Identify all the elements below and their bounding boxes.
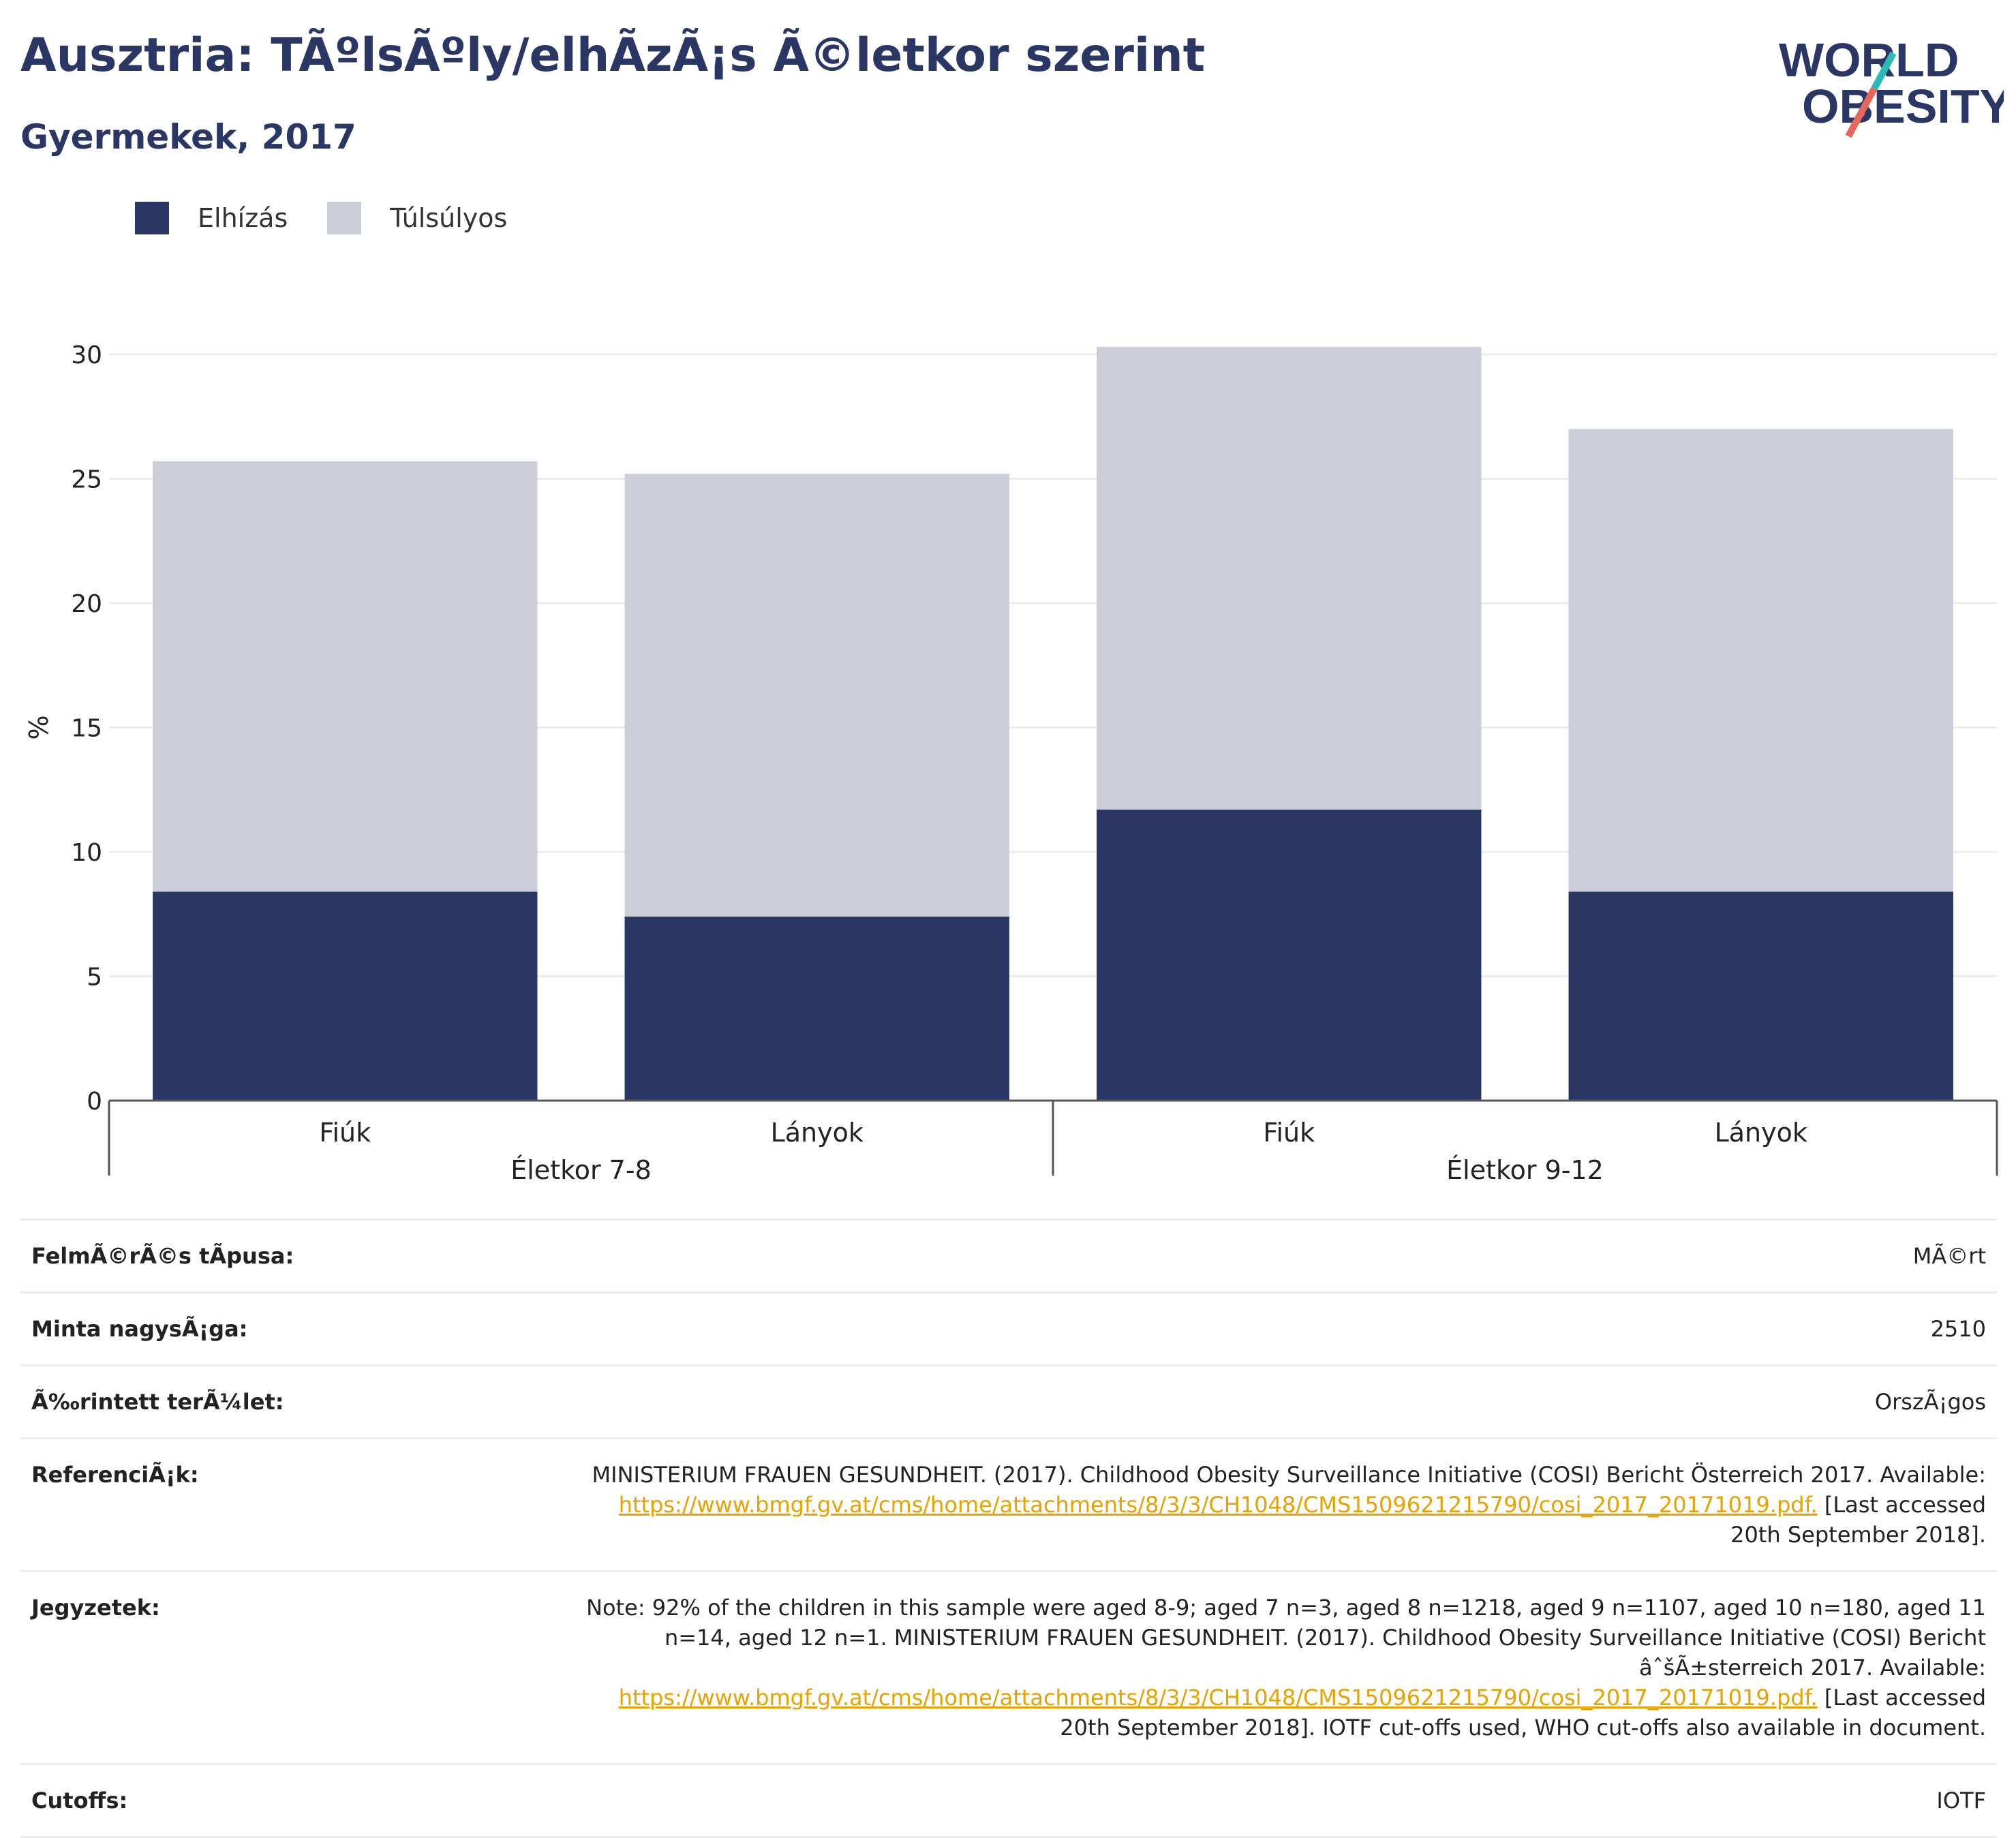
notes-text: Note: 92% of the children in this sample… [586, 1595, 1986, 1681]
stacked-bar-chart: 0 5 10 15 20 25 30% Fiúk Lányok Fiúk Lányok Életkor… [24, 341, 1998, 1185]
legend-swatch-obesity [135, 202, 169, 234]
logo-line1: WORLD [1779, 33, 1959, 87]
y-tick-label: 25 [71, 466, 102, 494]
info-value: IOTF [1936, 1788, 1986, 1813]
page-title: Ausztria: TÃºlsÃºly/elhÃzÃ¡s Ã©letkor sz… [20, 29, 1206, 82]
info-value: 2510 [1930, 1316, 1986, 1342]
notes-link[interactable]: https://www.bmgf.gv.at/cms/home/attachme… [618, 1685, 1818, 1711]
info-value: Note: 92% of the children in this sample… [568, 1593, 1986, 1743]
info-row-notes: Jegyzetek: Note: 92% of the children in … [20, 1572, 1997, 1765]
reference-tail: [Last accessed 20th September 2018]. [1730, 1492, 1986, 1548]
info-key: Minta nagysÃ¡ga: [31, 1316, 248, 1342]
x-category-label: Lányok [771, 1118, 864, 1148]
legend-label-overweight: Túlsúlyos [390, 203, 508, 233]
reference-text: MINISTERIUM FRAUEN GESUNDHEIT. (2017). C… [592, 1462, 1986, 1488]
info-row-survey-type: FelmÃ©rÃ©s tÃpusa: MÃ©rt [20, 1221, 1997, 1293]
info-key: Cutoffs: [31, 1788, 128, 1813]
info-value: MINISTERIUM FRAUEN GESUNDHEIT. (2017). C… [568, 1460, 1986, 1550]
x-category-label: Lányok [1715, 1118, 1807, 1148]
x-category-label: Fiúk [1263, 1118, 1315, 1148]
info-key: ReferenciÃ¡k: [31, 1462, 199, 1488]
bar-obesity [1568, 891, 1953, 1101]
logo-slash-red [1845, 87, 1878, 138]
logo-slash-teal [1871, 51, 1897, 91]
bar-overweight [153, 461, 538, 892]
info-row-sample-size: Minta nagysÃ¡ga: 2510 [20, 1293, 1997, 1366]
y-tick-label: 15 [71, 715, 102, 743]
bar-obesity [1097, 809, 1482, 1101]
x-group-label: Életkor 7-8 [510, 1155, 652, 1185]
x-group-label: Életkor 9-12 [1446, 1155, 1604, 1185]
bar-overweight [624, 474, 1009, 917]
info-row-references: ReferenciÃ¡k: MINISTERIUM FRAUEN GESUNDH… [20, 1439, 1997, 1572]
info-value: MÃ©rt [1912, 1243, 1986, 1269]
info-row-cutoffs: Cutoffs: IOTF [20, 1765, 1997, 1838]
logo-line2: OBESITY [1802, 80, 2004, 133]
y-axis-label: % [24, 715, 54, 739]
info-value: OrszÃ¡gos [1874, 1389, 1986, 1415]
y-tick-label: 5 [87, 964, 102, 992]
bar-obesity [624, 916, 1009, 1101]
bar-overweight [1568, 429, 1953, 892]
legend-item-obesity[interactable]: Elhízás [135, 202, 288, 234]
legend-label-obesity: Elhízás [198, 203, 288, 233]
info-key: FelmÃ©rÃ©s tÃpusa: [31, 1243, 294, 1269]
y-tick-label: 0 [87, 1088, 102, 1116]
bar-obesity [153, 891, 538, 1101]
legend-swatch-overweight [327, 202, 362, 234]
x-category-label: Fiúk [319, 1118, 371, 1148]
reference-link[interactable]: https://www.bmgf.gv.at/cms/home/attachme… [618, 1492, 1818, 1518]
page-subtitle: Gyermekek, 2017 [20, 117, 356, 157]
legend-item-overweight[interactable]: Túlsúlyos [327, 202, 507, 234]
info-key: Jegyzetek: [31, 1595, 160, 1621]
bar-overweight [1097, 347, 1482, 810]
world-obesity-logo: WORLD OBESITY [1772, 20, 2011, 150]
y-tick-label: 10 [71, 839, 102, 867]
info-table: FelmÃ©rÃ©s tÃpusa: MÃ©rt Minta nagysÃ¡ga… [20, 1219, 1997, 1838]
chart-legend: Elhízás Túlsúlyos [135, 202, 547, 234]
y-tick-label: 20 [71, 590, 102, 618]
y-tick-label: 30 [71, 341, 102, 369]
info-row-area: Ã‰rintett terÃ¼let: OrszÃ¡gos [20, 1366, 1997, 1439]
info-key: Ã‰rintett terÃ¼let: [31, 1389, 284, 1415]
